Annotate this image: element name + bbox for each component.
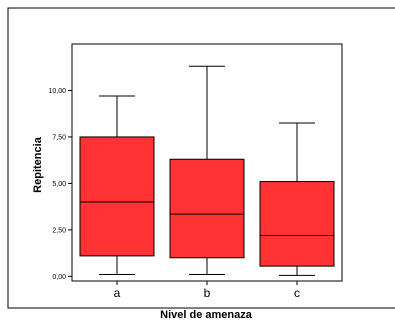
y-tick-label: 5,00 [52, 181, 66, 188]
box-body [169, 158, 245, 259]
y-tick-label: 2,50 [52, 227, 66, 234]
outer-frame [7, 7, 395, 309]
x-tick-label: a [114, 286, 121, 300]
y-tick-label: 7,50 [52, 134, 66, 141]
y-axis-title: Repitencia [32, 136, 44, 193]
y-tick-label: 10,00 [48, 88, 66, 95]
box-body [79, 136, 155, 257]
y-tick-label: 0,00 [52, 274, 66, 281]
box-body [259, 181, 335, 267]
box-b [169, 65, 245, 275]
x-tick-label: c [294, 286, 300, 300]
x-axis-ticks: a b c [114, 281, 300, 300]
box-c [259, 122, 335, 276]
x-axis-title: Nivel de amenaza [160, 309, 253, 321]
box-series [79, 65, 335, 276]
x-tick-label: b [204, 286, 211, 300]
box-a [79, 95, 155, 275]
y-axis-ticks: 0,00 2,50 5,00 7,50 10,00 [48, 88, 72, 281]
